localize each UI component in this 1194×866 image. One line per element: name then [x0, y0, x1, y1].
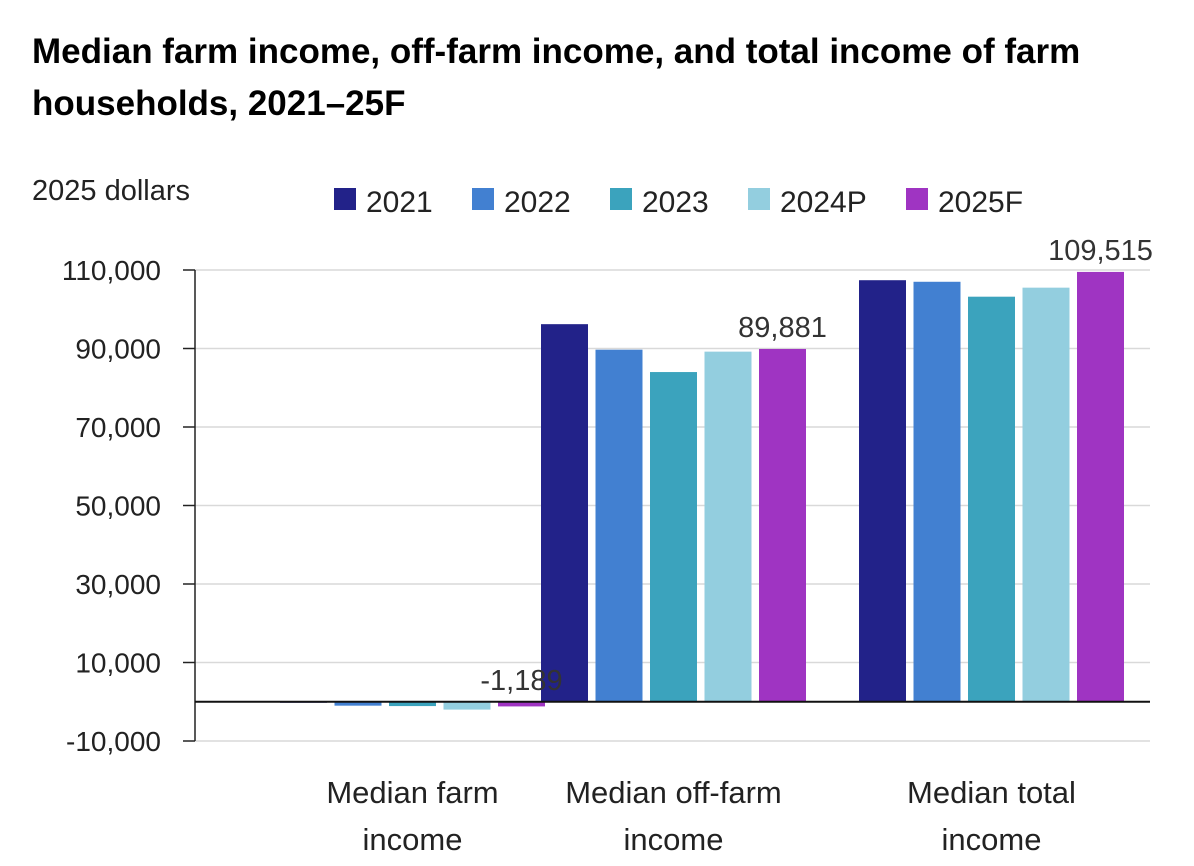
- bar-2023-median-farm-income: [389, 701, 436, 707]
- legend-swatch-2024p: [748, 188, 770, 210]
- legend-swatch-2021: [334, 188, 356, 210]
- y-tick-label: 110,000: [62, 255, 161, 286]
- bar-2023-median-off-farm-income: [650, 372, 697, 702]
- legend-swatch-2023: [610, 188, 632, 210]
- bar-2021-median-off-farm-income: [541, 324, 588, 702]
- x-category-label: income: [363, 822, 463, 857]
- bar-2024p-median-total-income: [1022, 287, 1070, 702]
- x-axis-labels: Median farm income Median off-farm income Me…: [326, 775, 1076, 857]
- legend-swatch-2022: [472, 188, 494, 210]
- legend-label-2025f: 2025F: [938, 186, 1023, 219]
- bar-2025f-median-farm-income: [498, 701, 545, 707]
- bar-2025f-median-off-farm-income: [759, 348, 806, 702]
- x-category-label: Median farm: [326, 775, 498, 810]
- bar-2023-median-total-income: [968, 296, 1015, 702]
- x-category-label: Median off-farm: [565, 775, 782, 810]
- y-tick-label: -10,000: [66, 726, 161, 757]
- y-tick-label: 70,000: [75, 412, 161, 443]
- legend-swatch-2025f: [906, 188, 928, 210]
- data-labels: -1,189 89,881 109,515: [480, 235, 1153, 697]
- legend-label-2023: 2023: [642, 186, 709, 219]
- x-category-label: income: [942, 822, 1042, 857]
- y-tick-label: 50,000: [75, 491, 161, 522]
- y-tick-label: 90,000: [75, 334, 161, 365]
- data-label-2025f-2: 109,515: [1048, 235, 1153, 267]
- y-axis-unit-label: 2025 dollars: [32, 175, 190, 207]
- bar-2024p-median-farm-income: [443, 701, 491, 710]
- legend-label-2022: 2022: [504, 186, 571, 219]
- bar-2022-median-off-farm-income: [595, 349, 643, 702]
- legend-label-2024p: 2024P: [780, 186, 867, 219]
- data-label-2025f-1: 89,881: [738, 312, 827, 344]
- bar-2022-median-farm-income: [334, 701, 382, 706]
- legend-label-2021: 2021: [366, 186, 433, 219]
- y-axis-ticks: -10,000 10,000 30,000 50,000 70,000 90,000 110…: [62, 255, 196, 757]
- y-tick-label: 10,000: [75, 648, 161, 679]
- bars: [280, 271, 1124, 710]
- legend: 2021 2022 2023 2024P 2025F: [334, 186, 1023, 219]
- bar-2024p-median-off-farm-income: [704, 351, 752, 702]
- x-category-label: Median total: [907, 775, 1076, 810]
- x-category-label: income: [624, 822, 724, 857]
- bar-2025f-median-total-income: [1077, 271, 1124, 702]
- chart-title: Median farm income, off-farm income, and…: [32, 32, 1081, 123]
- y-tick-label: 30,000: [75, 569, 161, 600]
- bar-2022-median-total-income: [913, 281, 961, 702]
- data-label-2025f-0: -1,189: [480, 665, 562, 697]
- bar-2021-median-total-income: [859, 280, 906, 702]
